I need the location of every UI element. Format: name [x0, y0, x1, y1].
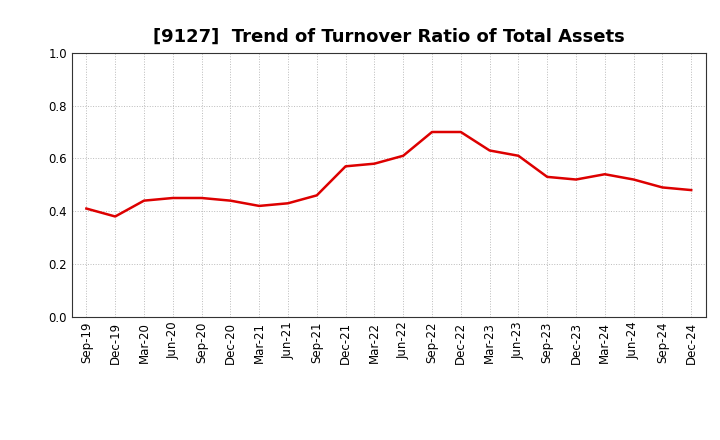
Title: [9127]  Trend of Turnover Ratio of Total Assets: [9127] Trend of Turnover Ratio of Total …	[153, 28, 625, 46]
